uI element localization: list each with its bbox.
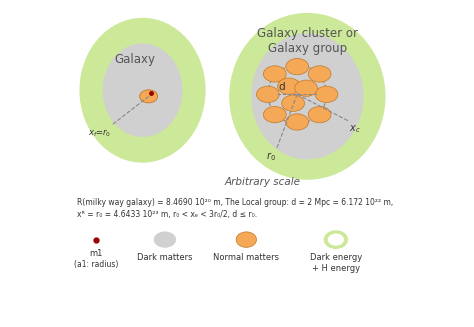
Text: Arbitrary scale: Arbitrary scale xyxy=(224,177,300,187)
Ellipse shape xyxy=(286,114,309,130)
Text: xᴿ = r₀ = 4.6433 10²³ m, r₀ < xₑ < 3r₀/2, d ≤ r₀.: xᴿ = r₀ = 4.6433 10²³ m, r₀ < xₑ < 3r₀/2… xyxy=(77,210,257,219)
Text: $x_f$=$r_0$: $x_f$=$r_0$ xyxy=(88,128,111,139)
Ellipse shape xyxy=(154,232,176,248)
Ellipse shape xyxy=(328,233,344,246)
Text: $r_0$: $r_0$ xyxy=(266,150,276,163)
Ellipse shape xyxy=(278,78,301,94)
Text: R(milky way galaxy) = 8.4690 10²⁰ m, The Local group: d = 2 Mpc = 6.172 10²² m,: R(milky way galaxy) = 8.4690 10²⁰ m, The… xyxy=(77,198,393,207)
Ellipse shape xyxy=(256,86,279,102)
Text: Dark energy
+ H energy: Dark energy + H energy xyxy=(310,253,362,273)
Text: $x_c$: $x_c$ xyxy=(349,123,361,135)
Ellipse shape xyxy=(295,80,318,96)
Ellipse shape xyxy=(236,232,256,247)
Text: Galaxy cluster or
Galaxy group: Galaxy cluster or Galaxy group xyxy=(257,27,358,55)
Ellipse shape xyxy=(140,90,157,103)
Ellipse shape xyxy=(324,230,348,249)
Ellipse shape xyxy=(282,95,304,112)
Text: d: d xyxy=(278,82,285,92)
Ellipse shape xyxy=(264,107,286,123)
Ellipse shape xyxy=(251,33,364,160)
Ellipse shape xyxy=(286,59,309,75)
Text: m1: m1 xyxy=(89,249,102,258)
Ellipse shape xyxy=(308,66,331,82)
Ellipse shape xyxy=(229,13,385,180)
Ellipse shape xyxy=(308,107,331,123)
Text: (a1: radius): (a1: radius) xyxy=(73,260,118,269)
Text: Dark matters: Dark matters xyxy=(137,253,192,262)
Ellipse shape xyxy=(264,66,286,82)
Text: Galaxy: Galaxy xyxy=(114,53,155,66)
Ellipse shape xyxy=(315,86,338,102)
Ellipse shape xyxy=(80,18,206,163)
Text: Normal matters: Normal matters xyxy=(213,253,279,262)
Ellipse shape xyxy=(103,43,182,137)
